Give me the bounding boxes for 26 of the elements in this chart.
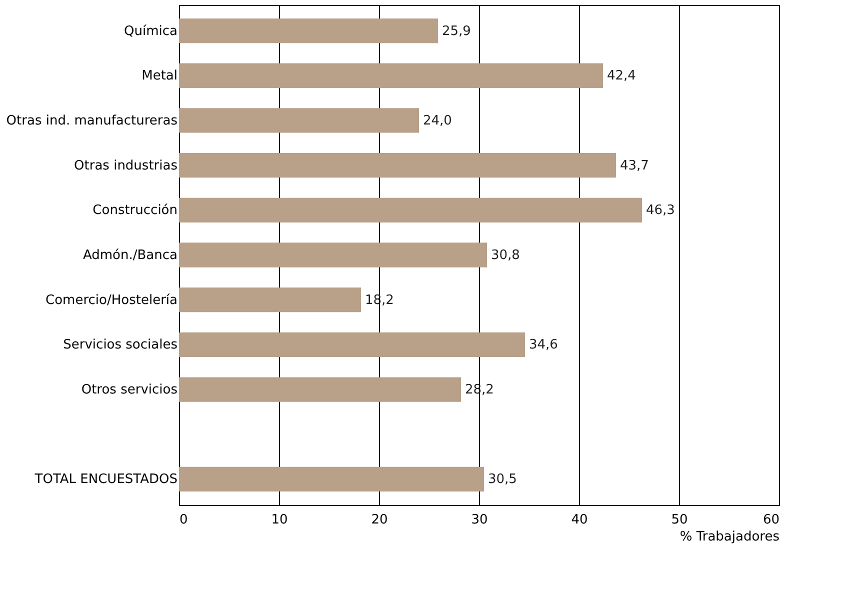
data-label: 46,3: [646, 203, 675, 218]
x-tick-label: 60: [762, 512, 780, 528]
x-axis-title: % Trabajadores: [680, 530, 780, 544]
y-tick-label: Servicios sociales: [63, 338, 178, 353]
data-label: 24,0: [423, 113, 452, 128]
x-tick-label: 0: [180, 512, 188, 528]
x-tick-label: 50: [671, 512, 688, 528]
x-tick-label: 10: [271, 512, 288, 528]
y-tick-label: Otros servicios: [81, 382, 178, 398]
data-label: 30,8: [491, 248, 520, 263]
data-label: 30,5: [488, 472, 517, 488]
y-tick-label: Admón./Banca: [82, 248, 178, 263]
data-label: 43,7: [620, 158, 649, 174]
y-tick-label: Química: [124, 24, 178, 39]
x-tick-label: 30: [471, 512, 488, 528]
data-label: 34,6: [529, 338, 558, 353]
x-tick-label: 40: [571, 512, 588, 528]
y-tick-label: TOTAL ENCUESTADOS: [34, 472, 178, 488]
y-tick-label: Otras industrias: [74, 158, 178, 174]
x-tick-label: 20: [371, 512, 388, 528]
data-label: 25,9: [442, 24, 471, 39]
y-tick-label: Construcción: [92, 203, 178, 218]
y-tick-label: Metal: [142, 68, 178, 84]
data-label: 42,4: [607, 68, 636, 84]
y-tick-label: Comercio/Hostelería: [46, 292, 178, 308]
y-tick-label: Otras ind. manufactureras: [6, 113, 178, 128]
